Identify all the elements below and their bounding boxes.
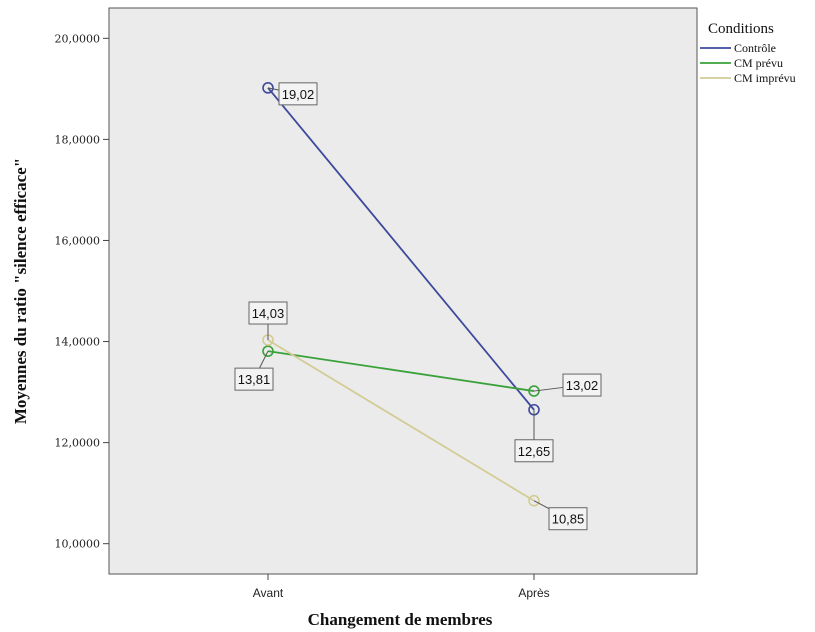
y-tick-label: 12,0000 — [55, 437, 101, 450]
y-tick-label: 16,0000 — [55, 234, 101, 247]
legend-item-label: CM prévu — [734, 56, 783, 70]
data-label: 19,02 — [267, 82, 318, 106]
data-label: 13,02 — [533, 373, 602, 397]
x-tick-label: Avant — [253, 586, 284, 600]
legend-item-label: CM imprévu — [734, 71, 796, 85]
data-point — [262, 82, 274, 94]
data-label-text: 12,65 — [518, 444, 551, 459]
data-point — [528, 494, 540, 507]
y-tick-label: 20,0000 — [55, 32, 101, 45]
x-tick-label: Après — [518, 586, 549, 600]
data-label-text: 13,02 — [566, 378, 599, 393]
data-label: 12,65 — [514, 409, 554, 463]
y-tick-label: 10,0000 — [55, 538, 101, 551]
series-line — [267, 339, 535, 502]
data-label: 13,81 — [234, 350, 274, 391]
series-line — [267, 87, 535, 411]
y-tick-label: 14,0000 — [55, 336, 101, 349]
data-label-text: 10,85 — [552, 512, 585, 527]
data-label-text: 14,03 — [252, 306, 285, 321]
legend-item-label: Contrôle — [734, 41, 776, 55]
plot-area — [108, 7, 698, 575]
data-label: 14,03 — [248, 301, 288, 341]
data-point — [528, 385, 540, 397]
x-axis-title: Changement de membres — [308, 610, 493, 629]
y-axis-title: Moyennes du ratio "silence efficace" — [11, 158, 30, 424]
data-label-text: 13,81 — [238, 372, 271, 387]
y-tick-label: 18,0000 — [55, 133, 101, 146]
data-label: 10,85 — [533, 500, 588, 531]
data-point — [262, 345, 274, 357]
series-line — [267, 350, 535, 392]
legend-title: Conditions — [708, 21, 774, 37]
data-label-text: 19,02 — [282, 87, 315, 102]
